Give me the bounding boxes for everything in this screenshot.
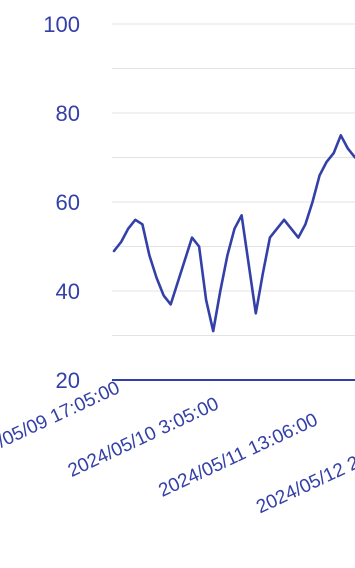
y-tick-label: 20 [56,368,80,393]
y-axis-ticks: 20 40 60 80 100 [43,12,80,393]
series-line [112,134,355,333]
y-tick-label: 100 [43,12,80,37]
series-layer [112,134,355,333]
y-tick-label: 40 [56,279,80,304]
grid-lines [112,23,355,336]
y-tick-label: 80 [56,101,80,126]
y-tick-label: 60 [56,190,80,215]
